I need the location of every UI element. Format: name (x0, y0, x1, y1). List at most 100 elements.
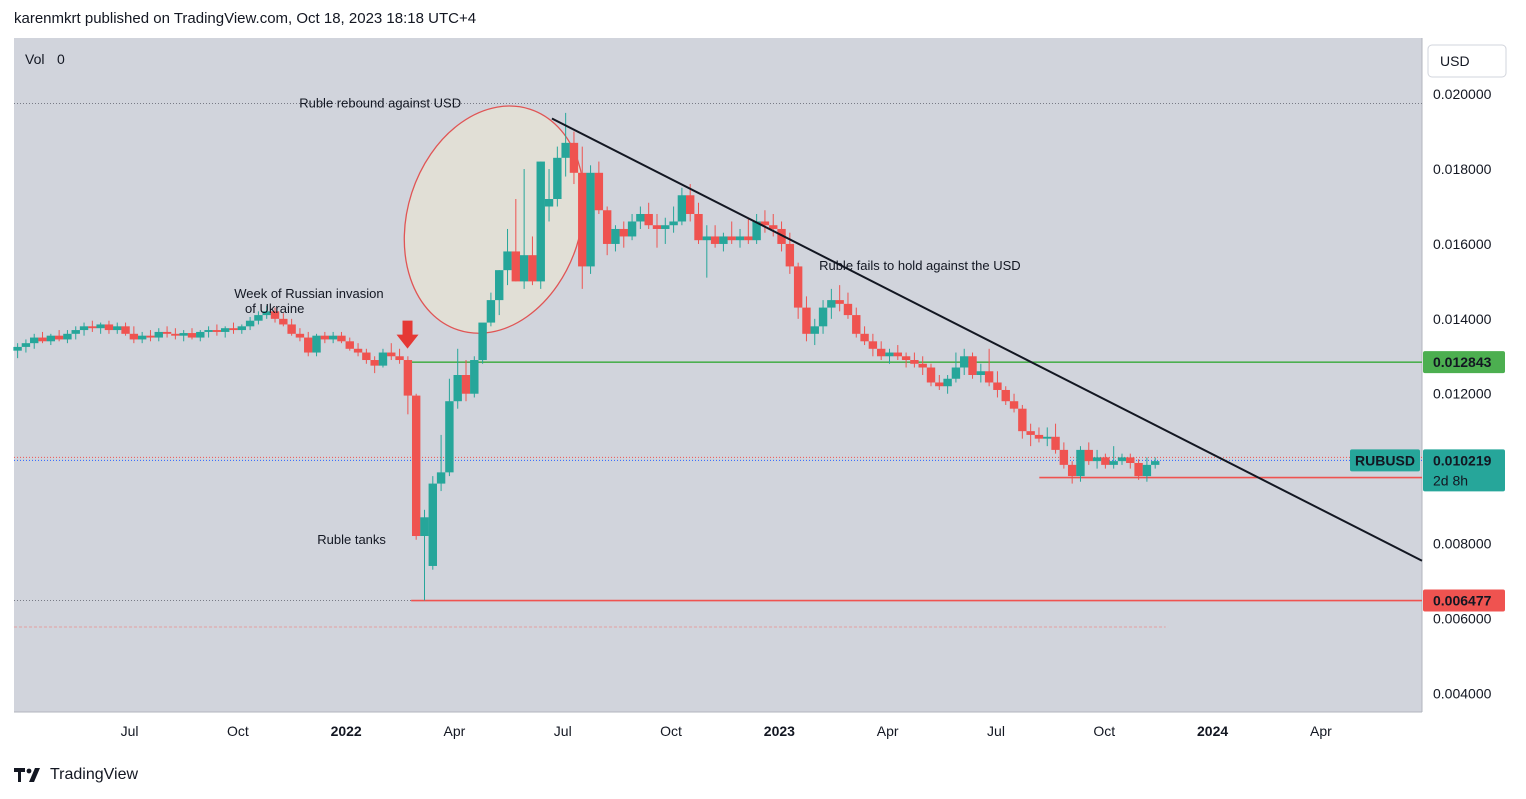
candle-down (910, 352, 919, 368)
candle-down (229, 322, 238, 334)
candle-down (793, 262, 803, 319)
candle-body (710, 236, 720, 244)
annotation-text: of Ukraine (245, 301, 304, 316)
candle-body (1076, 449, 1085, 477)
candle-down (1009, 393, 1019, 413)
candle-body (146, 335, 155, 338)
candle-up (536, 161, 545, 289)
candle-up (79, 322, 89, 336)
candle-body (744, 236, 753, 241)
candle-up (221, 326, 230, 338)
candle-up (553, 146, 562, 207)
tradingview-logo[interactable]: TradingView (14, 766, 138, 784)
y-tick-label: 0.014000 (1433, 311, 1492, 327)
candle-down (54, 330, 64, 342)
candle-down (694, 202, 703, 244)
candle-body (1117, 457, 1127, 462)
candle-up (519, 169, 529, 289)
candle-down (602, 206, 612, 256)
candle-body (993, 382, 1002, 390)
currency-button[interactable]: USD (1427, 44, 1507, 78)
candle-down (387, 343, 396, 361)
candle-up (453, 348, 462, 409)
candle-body (735, 236, 745, 241)
annotation-text: Week of Russian invasion (234, 286, 383, 301)
candle-down (918, 356, 927, 375)
candle-up (677, 187, 687, 226)
candle-body (785, 243, 795, 267)
candle-up (237, 324, 247, 334)
candle-body (960, 356, 969, 368)
x-tick-label: Jul (121, 723, 139, 739)
candle-down (1134, 459, 1143, 480)
y-tick-label: 0.006000 (1433, 610, 1492, 626)
candle-up (752, 213, 761, 244)
y-tick-label: 0.008000 (1433, 536, 1492, 552)
candle-body (1009, 401, 1019, 409)
tradingview-brand: TradingView (50, 766, 139, 783)
candle-up (328, 331, 338, 344)
candle-body (661, 225, 670, 229)
candle-body (835, 300, 844, 304)
candle-up (661, 217, 670, 244)
candle-down (769, 213, 778, 237)
candle-up (1142, 457, 1152, 482)
candle-body (544, 199, 554, 207)
candle-body (843, 303, 853, 316)
x-tick-label: Apr (444, 723, 466, 739)
candle-down (843, 292, 853, 319)
candle-body (270, 311, 280, 319)
vol-label: Vol (25, 51, 44, 67)
candle-body (910, 360, 919, 364)
candle-body (54, 335, 64, 340)
candle-body (1084, 449, 1093, 462)
candle-body (627, 221, 637, 237)
candle-body (1043, 436, 1052, 439)
candle-body (478, 322, 487, 361)
candle-down (362, 348, 371, 364)
candle-body (362, 352, 371, 361)
candle-down (1018, 404, 1027, 439)
candle-up (470, 356, 479, 398)
candle-down (129, 326, 139, 344)
candle-up (254, 311, 263, 325)
candle-body (353, 348, 363, 353)
price-label: 0.006477 (1423, 589, 1505, 612)
x-tick-label: Oct (1093, 723, 1115, 739)
candle-up (478, 322, 487, 364)
candle-body (511, 251, 521, 282)
candle-down (868, 333, 878, 357)
candle-down (760, 210, 770, 233)
candle-body (652, 225, 662, 229)
candle-body (1101, 457, 1110, 465)
candle-body (1092, 457, 1102, 462)
candle-body (1109, 461, 1118, 465)
candle-down (270, 307, 280, 323)
candle-body (827, 300, 836, 308)
candle-down (802, 296, 811, 342)
candle-body (561, 142, 570, 158)
current-price-label: RUBUSD 0.010219 2d 8h (1350, 449, 1505, 492)
candle-up (1076, 446, 1085, 482)
candle-down (295, 328, 305, 342)
candle-up (495, 270, 504, 316)
candle-body (470, 360, 479, 394)
x-tick-label: Oct (660, 723, 682, 739)
candle-up (818, 300, 828, 334)
trend-line (551, 117, 1423, 562)
candle-down (345, 337, 354, 351)
candle-up (30, 333, 39, 349)
candle-body (719, 236, 728, 244)
candle-body (179, 333, 188, 336)
candle-down (1026, 423, 1035, 447)
annotation-text: Ruble tanks (317, 532, 386, 547)
x-tick-label: 2023 (764, 723, 795, 739)
candle-body (221, 328, 230, 332)
candle-body (461, 375, 471, 394)
annotation-text: Ruble rebound against USD (299, 95, 461, 110)
candle-down (171, 328, 180, 340)
candle-down (578, 146, 587, 289)
candle-body (935, 382, 944, 387)
candle-body (229, 328, 238, 331)
candle-down (320, 331, 330, 344)
